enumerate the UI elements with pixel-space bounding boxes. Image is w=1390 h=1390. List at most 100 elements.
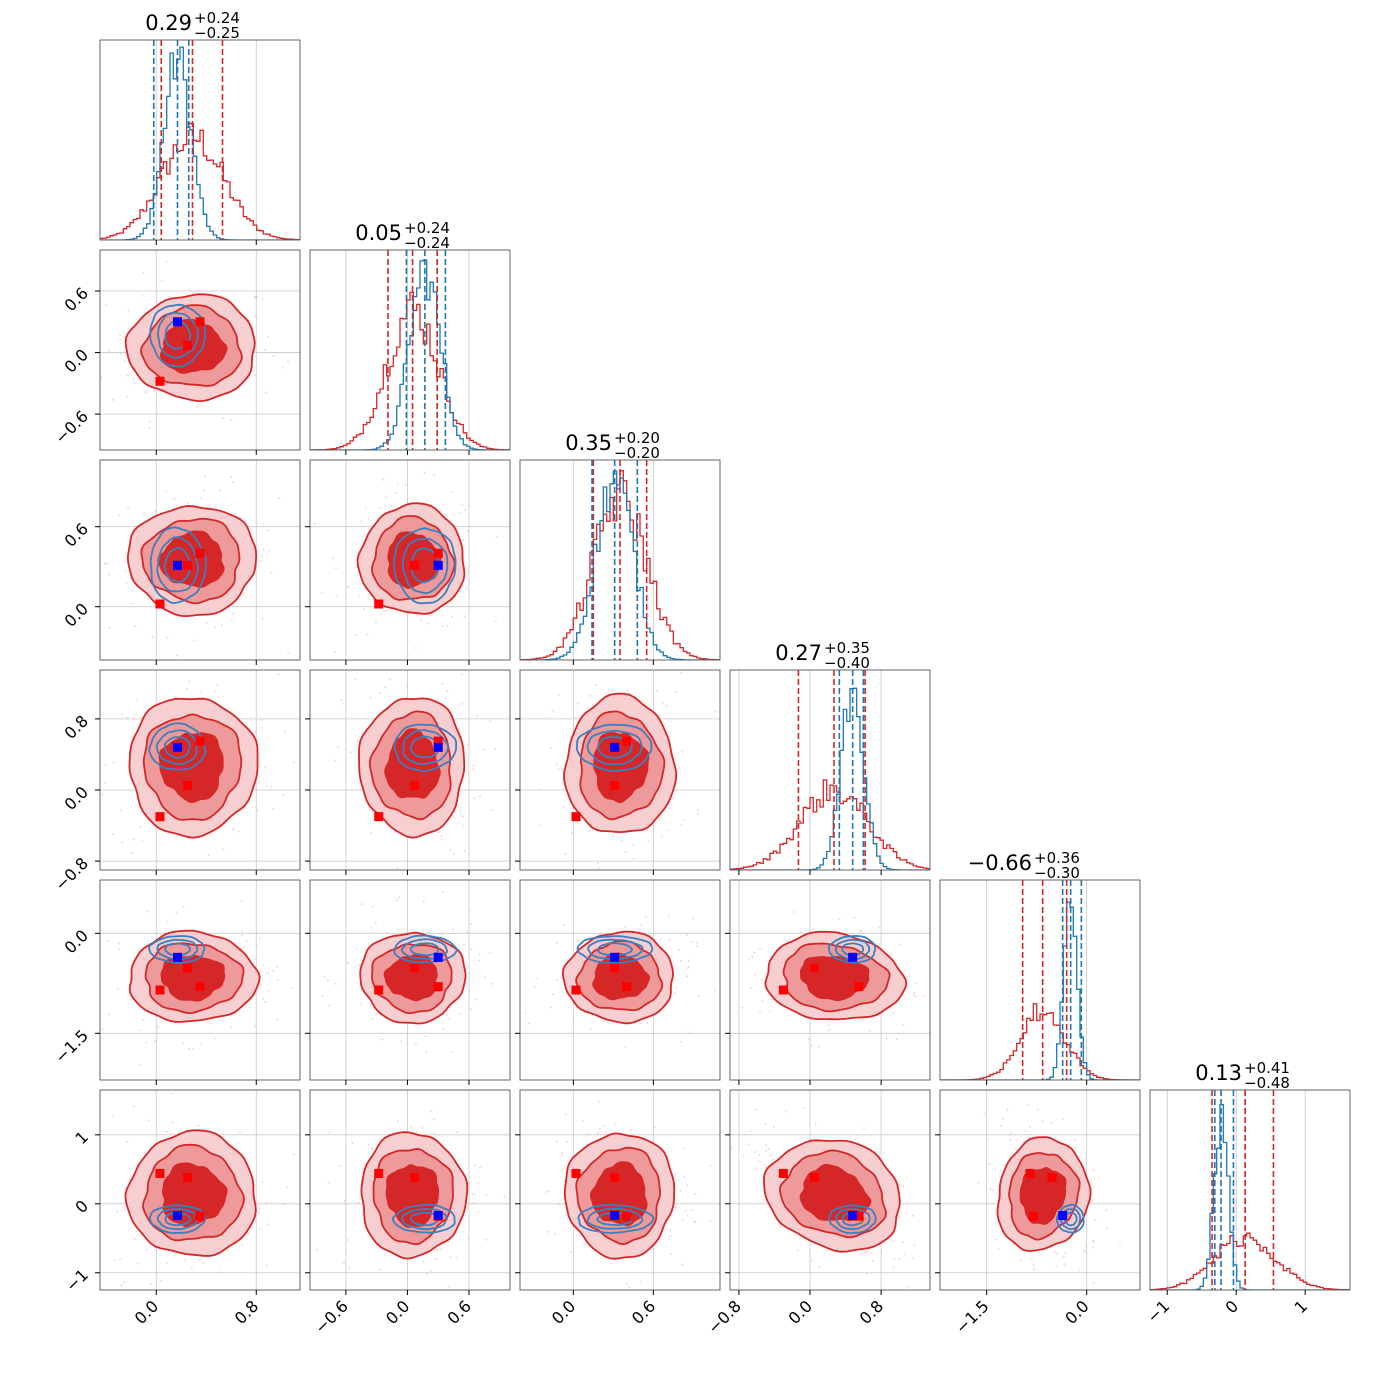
scatter-point bbox=[455, 1256, 458, 1259]
blue-contour bbox=[1055, 1203, 1085, 1234]
scatter-point bbox=[205, 1299, 207, 1301]
scatter-point bbox=[764, 1122, 767, 1125]
panel-frame bbox=[99, 879, 301, 1081]
scatter-point bbox=[524, 1012, 526, 1014]
scatter-point bbox=[426, 1273, 428, 1275]
scatter-point bbox=[668, 1229, 671, 1231]
scatter-point bbox=[254, 1025, 256, 1028]
blue-contour bbox=[148, 722, 207, 771]
scatter-point bbox=[810, 1044, 813, 1047]
x-tick-label: −0.8 bbox=[704, 1297, 745, 1338]
scatter-point bbox=[358, 964, 360, 967]
scatter-point bbox=[424, 1035, 427, 1037]
scatter-point bbox=[270, 571, 273, 574]
param-title-plus: +0.35 bbox=[824, 639, 870, 657]
scatter-point bbox=[439, 510, 441, 513]
param-title-plus: +0.20 bbox=[614, 429, 660, 447]
scatter-point bbox=[370, 832, 373, 834]
red-histogram bbox=[940, 1003, 1140, 1080]
scatter-point bbox=[1083, 1250, 1086, 1252]
scatter-point bbox=[626, 689, 628, 691]
scatter-point bbox=[1012, 1243, 1015, 1245]
scatter-point bbox=[691, 1209, 694, 1211]
param-title-value: 0.35 bbox=[565, 431, 612, 455]
param-title-value: 0.05 bbox=[355, 221, 402, 245]
red-marker bbox=[410, 560, 420, 570]
scatter-point bbox=[108, 626, 111, 629]
scatter-point bbox=[355, 634, 357, 637]
scatter-point bbox=[272, 969, 274, 972]
scatter-point bbox=[603, 1125, 606, 1127]
scatter-point bbox=[253, 1184, 256, 1186]
scatter-point bbox=[672, 797, 674, 799]
scatter-point bbox=[192, 1048, 194, 1050]
blue-histogram bbox=[1150, 1104, 1350, 1290]
scatter-point bbox=[226, 393, 229, 395]
scatter-point bbox=[1029, 1126, 1031, 1128]
scatter-point bbox=[1020, 1259, 1022, 1262]
scatter-point bbox=[605, 1131, 607, 1133]
scatter-point bbox=[681, 1263, 684, 1266]
scatter-point bbox=[741, 1007, 744, 1009]
scatter-point bbox=[754, 1167, 757, 1170]
scatter-point bbox=[692, 917, 694, 920]
x-tick-label: 0.0 bbox=[131, 1297, 162, 1328]
scatter-point bbox=[599, 933, 601, 936]
scatter-point bbox=[691, 941, 693, 943]
y-tick-label: −1.5 bbox=[51, 1026, 92, 1067]
scatter-point bbox=[985, 1174, 988, 1177]
scatter-point bbox=[449, 1256, 452, 1258]
red-marker bbox=[433, 982, 443, 992]
scatter-point bbox=[770, 1154, 773, 1157]
scatter-point bbox=[254, 374, 256, 376]
scatter-point bbox=[446, 625, 449, 627]
scatter-point bbox=[751, 956, 754, 958]
scatter-point bbox=[264, 1001, 267, 1003]
scatter-point bbox=[624, 926, 627, 928]
scatter-point bbox=[583, 1243, 585, 1246]
scatter-point bbox=[442, 890, 444, 893]
blue-histogram bbox=[520, 470, 720, 660]
scatter-point bbox=[616, 930, 618, 933]
scatter-point bbox=[620, 839, 623, 842]
param-title-value: 0.29 bbox=[145, 11, 192, 35]
scatter-point bbox=[343, 1262, 345, 1264]
scatter-point bbox=[130, 603, 133, 605]
scatter-point bbox=[714, 711, 716, 713]
blue-marker bbox=[173, 1211, 182, 1221]
red-contour bbox=[592, 952, 651, 1001]
scatter-point bbox=[165, 490, 167, 493]
scatter-point bbox=[566, 1141, 569, 1143]
scatter-point bbox=[221, 624, 223, 626]
scatter-point bbox=[654, 1126, 656, 1129]
scatter-point bbox=[702, 1299, 704, 1301]
scatter-point bbox=[152, 389, 155, 392]
scatter-point bbox=[742, 1155, 745, 1158]
param-title-plus: +0.24 bbox=[194, 9, 240, 27]
blue-contour bbox=[597, 942, 634, 957]
scatter-point bbox=[327, 1181, 330, 1184]
scatter-point bbox=[680, 824, 683, 826]
scatter-point bbox=[645, 916, 647, 918]
scatter-point bbox=[307, 999, 309, 1001]
scatter-point bbox=[434, 1257, 437, 1260]
scatter-point bbox=[112, 833, 114, 835]
y-tick-label: 0.0 bbox=[61, 783, 92, 814]
scatter-point bbox=[667, 829, 669, 832]
scatter-point bbox=[433, 474, 435, 476]
scatter-point bbox=[199, 497, 202, 500]
scatter-point bbox=[662, 701, 664, 704]
blue-marker bbox=[1058, 1211, 1068, 1221]
scatter-point bbox=[335, 567, 337, 570]
scatter-point bbox=[597, 862, 599, 864]
scatter-point bbox=[446, 690, 449, 692]
scatter-point bbox=[347, 586, 349, 588]
scatter-point bbox=[367, 1143, 370, 1146]
scatter-point bbox=[895, 1038, 898, 1040]
scatter-point bbox=[240, 900, 243, 902]
scatter-point bbox=[1006, 1108, 1009, 1111]
scatter-point bbox=[394, 831, 396, 833]
scatter-point bbox=[687, 1031, 689, 1034]
scatter-point bbox=[266, 785, 268, 788]
scatter-point bbox=[860, 930, 862, 932]
